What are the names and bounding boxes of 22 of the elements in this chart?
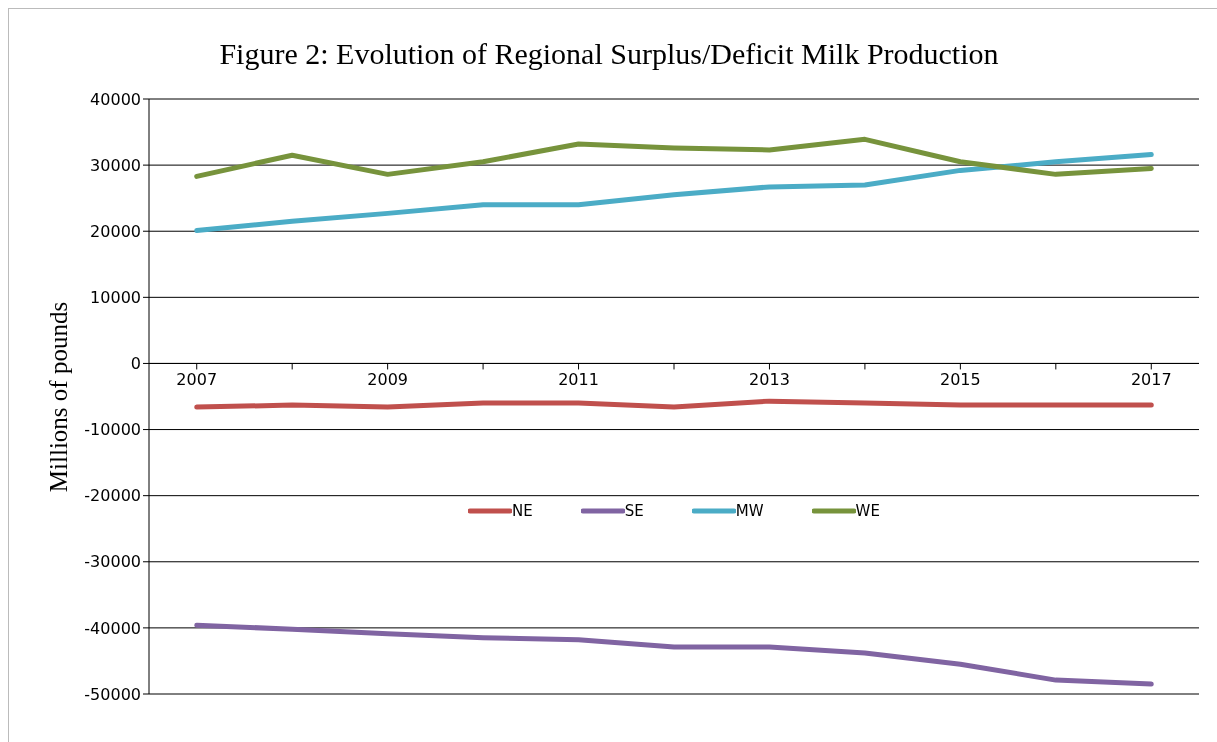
y-tick-label: 30000 [90, 155, 141, 175]
x-tick-label: 2009 [367, 370, 408, 390]
legend-label: NE [512, 501, 533, 520]
legend-label: WE [855, 501, 880, 520]
y-tick-label: 20000 [90, 221, 141, 241]
x-tick-label: 2015 [940, 370, 981, 390]
x-tick-label: 2007 [176, 370, 218, 390]
y-tick-label: 0 [130, 354, 141, 374]
y-tick-label: -10000 [84, 420, 141, 440]
y-tick-label: -40000 [84, 618, 141, 638]
x-tick-label: 2017 [1130, 370, 1172, 390]
legend-label: SE [624, 501, 644, 520]
y-tick-label: -30000 [84, 552, 141, 572]
y-axis-title: Millions of pounds [45, 301, 73, 492]
y-tick-label: 10000 [90, 288, 141, 308]
y-tick-label: -50000 [84, 684, 141, 704]
x-tick-label: 2011 [558, 370, 599, 390]
chart-title: Figure 2: Evolution of Regional Surplus/Deficit Milk Production [218, 37, 1000, 71]
legend-label: MW [735, 501, 764, 520]
y-tick-label: 40000 [90, 89, 141, 109]
y-tick-label: -20000 [84, 486, 141, 506]
x-tick-label: 2013 [749, 370, 790, 390]
